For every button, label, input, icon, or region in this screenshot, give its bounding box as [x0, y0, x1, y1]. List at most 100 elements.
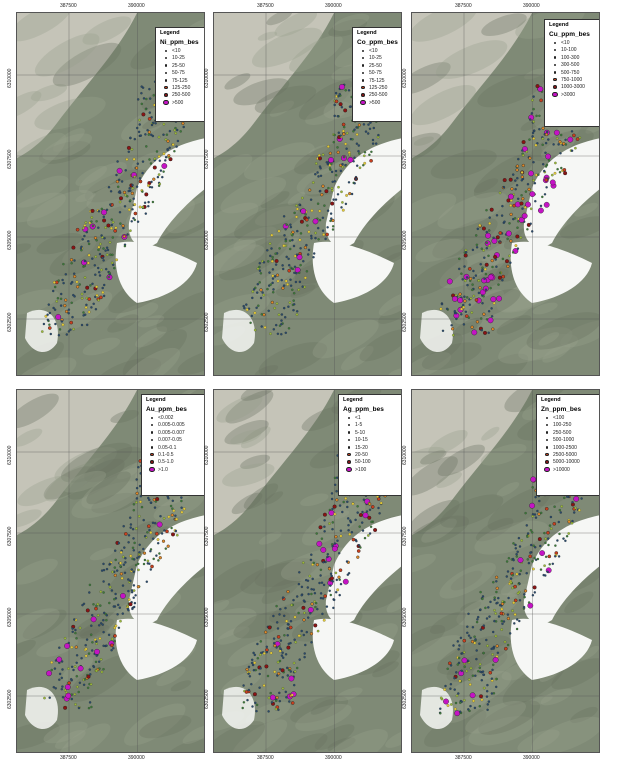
sample-dot — [309, 558, 313, 562]
legend-symbol-dot — [553, 85, 557, 89]
sample-dot — [250, 683, 253, 686]
sample-dot — [500, 607, 504, 611]
sample-dot — [278, 324, 282, 327]
sample-dot — [482, 673, 485, 676]
sample-dot — [331, 507, 334, 511]
sample-dot — [523, 595, 526, 599]
sample-dot — [320, 581, 324, 584]
sample-dot — [143, 201, 147, 204]
sample-dot — [54, 322, 57, 326]
sample-dot — [131, 187, 135, 190]
sample-dot — [136, 98, 140, 101]
sample-dot — [282, 306, 286, 310]
sample-dot — [334, 571, 338, 575]
sample-dot — [558, 508, 561, 512]
sample-dot — [516, 176, 519, 180]
sample-dot — [147, 204, 150, 208]
sample-dot — [88, 701, 92, 704]
sample-dot — [544, 141, 548, 145]
sample-dot — [75, 685, 79, 689]
sample-dot — [307, 230, 311, 234]
sample-dot — [509, 212, 513, 216]
sample-dot — [174, 126, 177, 130]
sample-dot — [537, 86, 544, 93]
sample-dot — [523, 205, 527, 209]
sample-dot — [317, 175, 320, 178]
sample-dot — [295, 204, 298, 207]
sample-dot — [284, 690, 288, 694]
sample-dot — [466, 625, 469, 628]
sample-dot — [463, 253, 468, 258]
sample-dot — [300, 593, 303, 597]
sample-dot — [471, 288, 474, 292]
sample-dot — [110, 649, 113, 652]
sample-dot — [325, 605, 329, 608]
sample-dot — [119, 550, 123, 554]
sample-dot — [82, 226, 85, 230]
sample-dot — [475, 246, 479, 249]
sample-dot — [137, 555, 141, 558]
sample-dot — [80, 292, 84, 296]
sample-dot — [486, 683, 489, 687]
sample-dot — [280, 668, 285, 673]
sample-dot — [339, 163, 343, 167]
sample-dot — [272, 614, 275, 618]
sample-dot — [485, 617, 489, 620]
sample-dot — [497, 615, 501, 618]
sample-dot — [486, 708, 489, 711]
legend-row: <10 — [160, 48, 200, 55]
legend-class-label: 0.005-0.007 — [158, 429, 185, 436]
sample-dot — [251, 663, 255, 667]
sample-dot — [342, 500, 345, 504]
sample-dot — [313, 623, 318, 628]
sample-dot — [167, 515, 171, 519]
sample-dot — [151, 521, 155, 524]
sample-dot — [133, 175, 136, 179]
sample-dot — [533, 545, 537, 549]
sample-dot — [295, 595, 299, 598]
sample-dot — [102, 568, 106, 572]
sample-dot — [71, 280, 74, 284]
sample-dot — [58, 646, 61, 649]
sample-dot — [526, 535, 529, 538]
legend-symbol-dot — [150, 423, 154, 427]
legend-row: 5-10 — [343, 430, 397, 437]
sample-dot — [141, 171, 144, 175]
sample-dot — [562, 537, 565, 540]
sample-dot — [72, 293, 75, 297]
sample-dot — [93, 236, 98, 240]
legend-row: 15-20 — [343, 445, 397, 452]
legend-class-label: <1 — [355, 415, 361, 421]
sample-dot — [454, 710, 461, 717]
sample-dot — [157, 173, 161, 176]
sample-dot — [534, 143, 538, 147]
sample-dot — [243, 306, 246, 310]
sample-dot — [456, 663, 460, 666]
sample-dot — [333, 180, 337, 183]
legend-box: Legend Zn_ppm_bes <100 100-250 250-500 500-10… — [536, 394, 599, 496]
sample-dot — [150, 186, 154, 189]
sample-dot — [258, 265, 261, 269]
sample-dot — [287, 305, 290, 308]
sample-dot — [485, 246, 489, 250]
sample-dot — [61, 278, 64, 282]
sample-dot — [490, 296, 497, 303]
sample-dot — [180, 510, 184, 514]
sample-dot — [253, 661, 257, 665]
sample-dot — [492, 580, 495, 584]
sample-dot — [527, 187, 531, 191]
sample-dot — [70, 301, 73, 304]
sample-dot — [292, 661, 296, 665]
sample-dot — [549, 515, 553, 519]
sample-dot — [492, 236, 495, 239]
sample-dot — [439, 307, 443, 311]
sample-dot — [504, 646, 508, 651]
sample-dot — [539, 511, 543, 515]
sample-dot — [75, 280, 79, 284]
sample-dot — [281, 264, 284, 267]
sample-dot — [571, 519, 574, 523]
sample-dot — [255, 709, 258, 713]
sample-dot — [521, 197, 525, 201]
sample-dot — [284, 606, 287, 610]
sample-dot — [127, 189, 130, 193]
